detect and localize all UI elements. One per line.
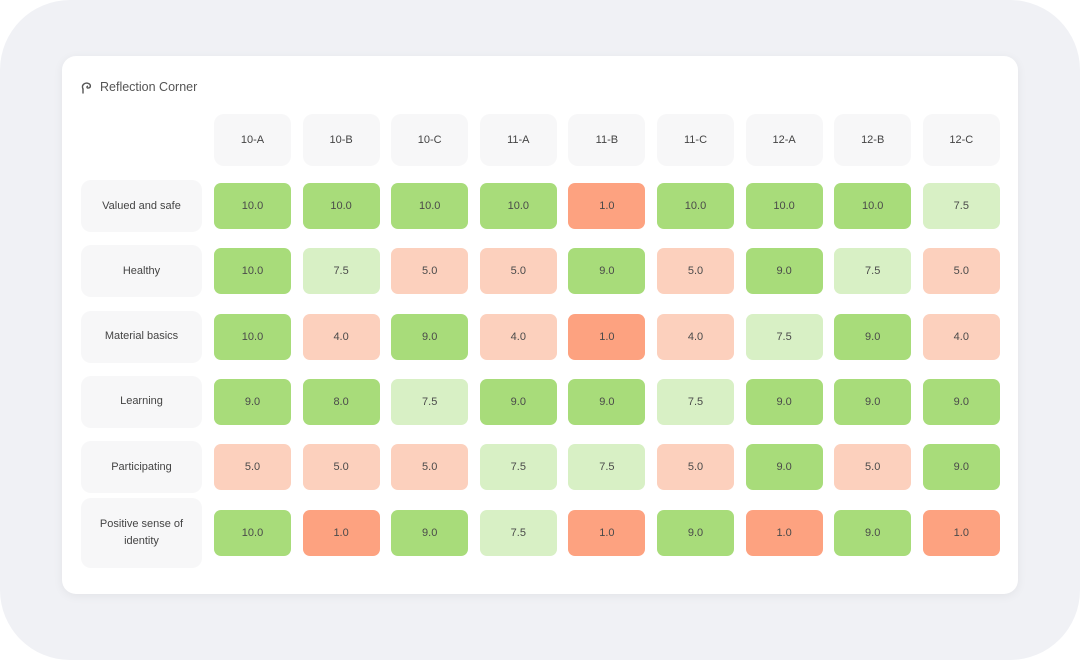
score-cell[interactable]: 5.0 bbox=[657, 444, 734, 491]
score-cell[interactable]: 10.0 bbox=[479, 183, 557, 229]
column-header: 10-C bbox=[391, 114, 469, 166]
column-header: 11-C bbox=[657, 114, 734, 166]
score-cell[interactable]: 5.0 bbox=[391, 444, 469, 491]
score-cell[interactable]: 10.0 bbox=[214, 248, 291, 295]
score-cell[interactable]: 7.5 bbox=[479, 444, 557, 491]
column-header: 10-B bbox=[302, 114, 380, 166]
score-cell[interactable]: 9.0 bbox=[391, 313, 469, 360]
score-cell[interactable]: 4.0 bbox=[479, 313, 557, 360]
score-cell[interactable]: 10.0 bbox=[745, 183, 823, 229]
heatmap-card: Reflection Corner 10-A 10-B 10-C 11-A 11-B 11… bbox=[62, 56, 1018, 594]
column-header: 12-C bbox=[922, 114, 1000, 166]
column-header: 10-A bbox=[214, 114, 291, 166]
score-cell[interactable]: 9.0 bbox=[834, 378, 912, 425]
score-cell[interactable]: 7.5 bbox=[391, 378, 469, 425]
score-cell[interactable]: 1.0 bbox=[922, 509, 1000, 556]
score-cell[interactable]: 1.0 bbox=[302, 509, 380, 556]
score-cell[interactable]: 7.5 bbox=[302, 248, 380, 295]
score-cell[interactable]: 7.5 bbox=[834, 248, 912, 295]
score-cell[interactable]: 5.0 bbox=[479, 248, 557, 295]
score-cell[interactable]: 5.0 bbox=[922, 248, 1000, 295]
score-cell[interactable]: 5.0 bbox=[657, 248, 734, 295]
score-cell[interactable]: 10.0 bbox=[657, 183, 734, 229]
score-cell[interactable]: 10.0 bbox=[214, 183, 291, 229]
score-cell[interactable]: 5.0 bbox=[214, 444, 291, 491]
score-cell[interactable]: 9.0 bbox=[745, 378, 823, 425]
score-cell[interactable]: 5.0 bbox=[302, 444, 380, 491]
column-header: 12-B bbox=[834, 114, 912, 166]
row-header: Positive sense of identity bbox=[81, 497, 202, 568]
score-cell[interactable]: 10.0 bbox=[391, 183, 469, 229]
column-header: 11-A bbox=[479, 114, 557, 166]
score-cell[interactable]: 10.0 bbox=[214, 313, 291, 360]
score-cell[interactable]: 9.0 bbox=[922, 378, 1000, 425]
score-cell[interactable]: 9.0 bbox=[745, 444, 823, 491]
row-header: Participating bbox=[81, 441, 202, 494]
score-cell[interactable]: 7.5 bbox=[568, 444, 646, 491]
score-cell[interactable]: 9.0 bbox=[391, 509, 469, 556]
app-title: Reflection Corner bbox=[100, 80, 198, 94]
score-cell[interactable]: 7.5 bbox=[657, 378, 734, 425]
score-cell[interactable]: 9.0 bbox=[834, 509, 912, 556]
score-cell[interactable]: 1.0 bbox=[568, 509, 646, 556]
score-cell[interactable]: 7.5 bbox=[922, 183, 1000, 229]
row-header: Learning bbox=[81, 375, 202, 428]
score-cell[interactable]: 4.0 bbox=[922, 313, 1000, 360]
score-cell[interactable]: 1.0 bbox=[568, 313, 646, 360]
score-cell[interactable]: 9.0 bbox=[214, 378, 291, 425]
score-cell[interactable]: 10.0 bbox=[834, 183, 912, 229]
column-header: 12-A bbox=[745, 114, 823, 166]
score-cell[interactable]: 9.0 bbox=[834, 313, 912, 360]
score-cell[interactable]: 5.0 bbox=[391, 248, 469, 295]
score-cell[interactable]: 7.5 bbox=[479, 509, 557, 556]
score-cell[interactable]: 9.0 bbox=[745, 248, 823, 295]
column-header: 11-B bbox=[568, 114, 646, 166]
score-cell[interactable]: 9.0 bbox=[657, 509, 734, 556]
score-cell[interactable]: 1.0 bbox=[568, 183, 646, 229]
swirl-logo-icon bbox=[80, 79, 96, 95]
score-cell[interactable]: 9.0 bbox=[922, 444, 1000, 491]
score-cell[interactable]: 9.0 bbox=[568, 378, 646, 425]
row-header: Material basics bbox=[81, 310, 202, 363]
score-cell[interactable]: 10.0 bbox=[214, 509, 291, 556]
score-cell[interactable]: 4.0 bbox=[657, 313, 734, 360]
score-cell[interactable]: 9.0 bbox=[479, 378, 557, 425]
score-cell[interactable]: 10.0 bbox=[302, 183, 380, 229]
score-cell[interactable]: 7.5 bbox=[745, 313, 823, 360]
card-header: Reflection Corner bbox=[80, 78, 197, 96]
row-header: Healthy bbox=[81, 245, 202, 298]
score-cell[interactable]: 5.0 bbox=[834, 444, 912, 491]
score-cell[interactable]: 4.0 bbox=[302, 313, 380, 360]
score-cell[interactable]: 8.0 bbox=[302, 378, 380, 425]
score-cell[interactable]: 1.0 bbox=[745, 509, 823, 556]
score-cell[interactable]: 9.0 bbox=[568, 248, 646, 295]
row-header: Valued and safe bbox=[81, 180, 202, 232]
